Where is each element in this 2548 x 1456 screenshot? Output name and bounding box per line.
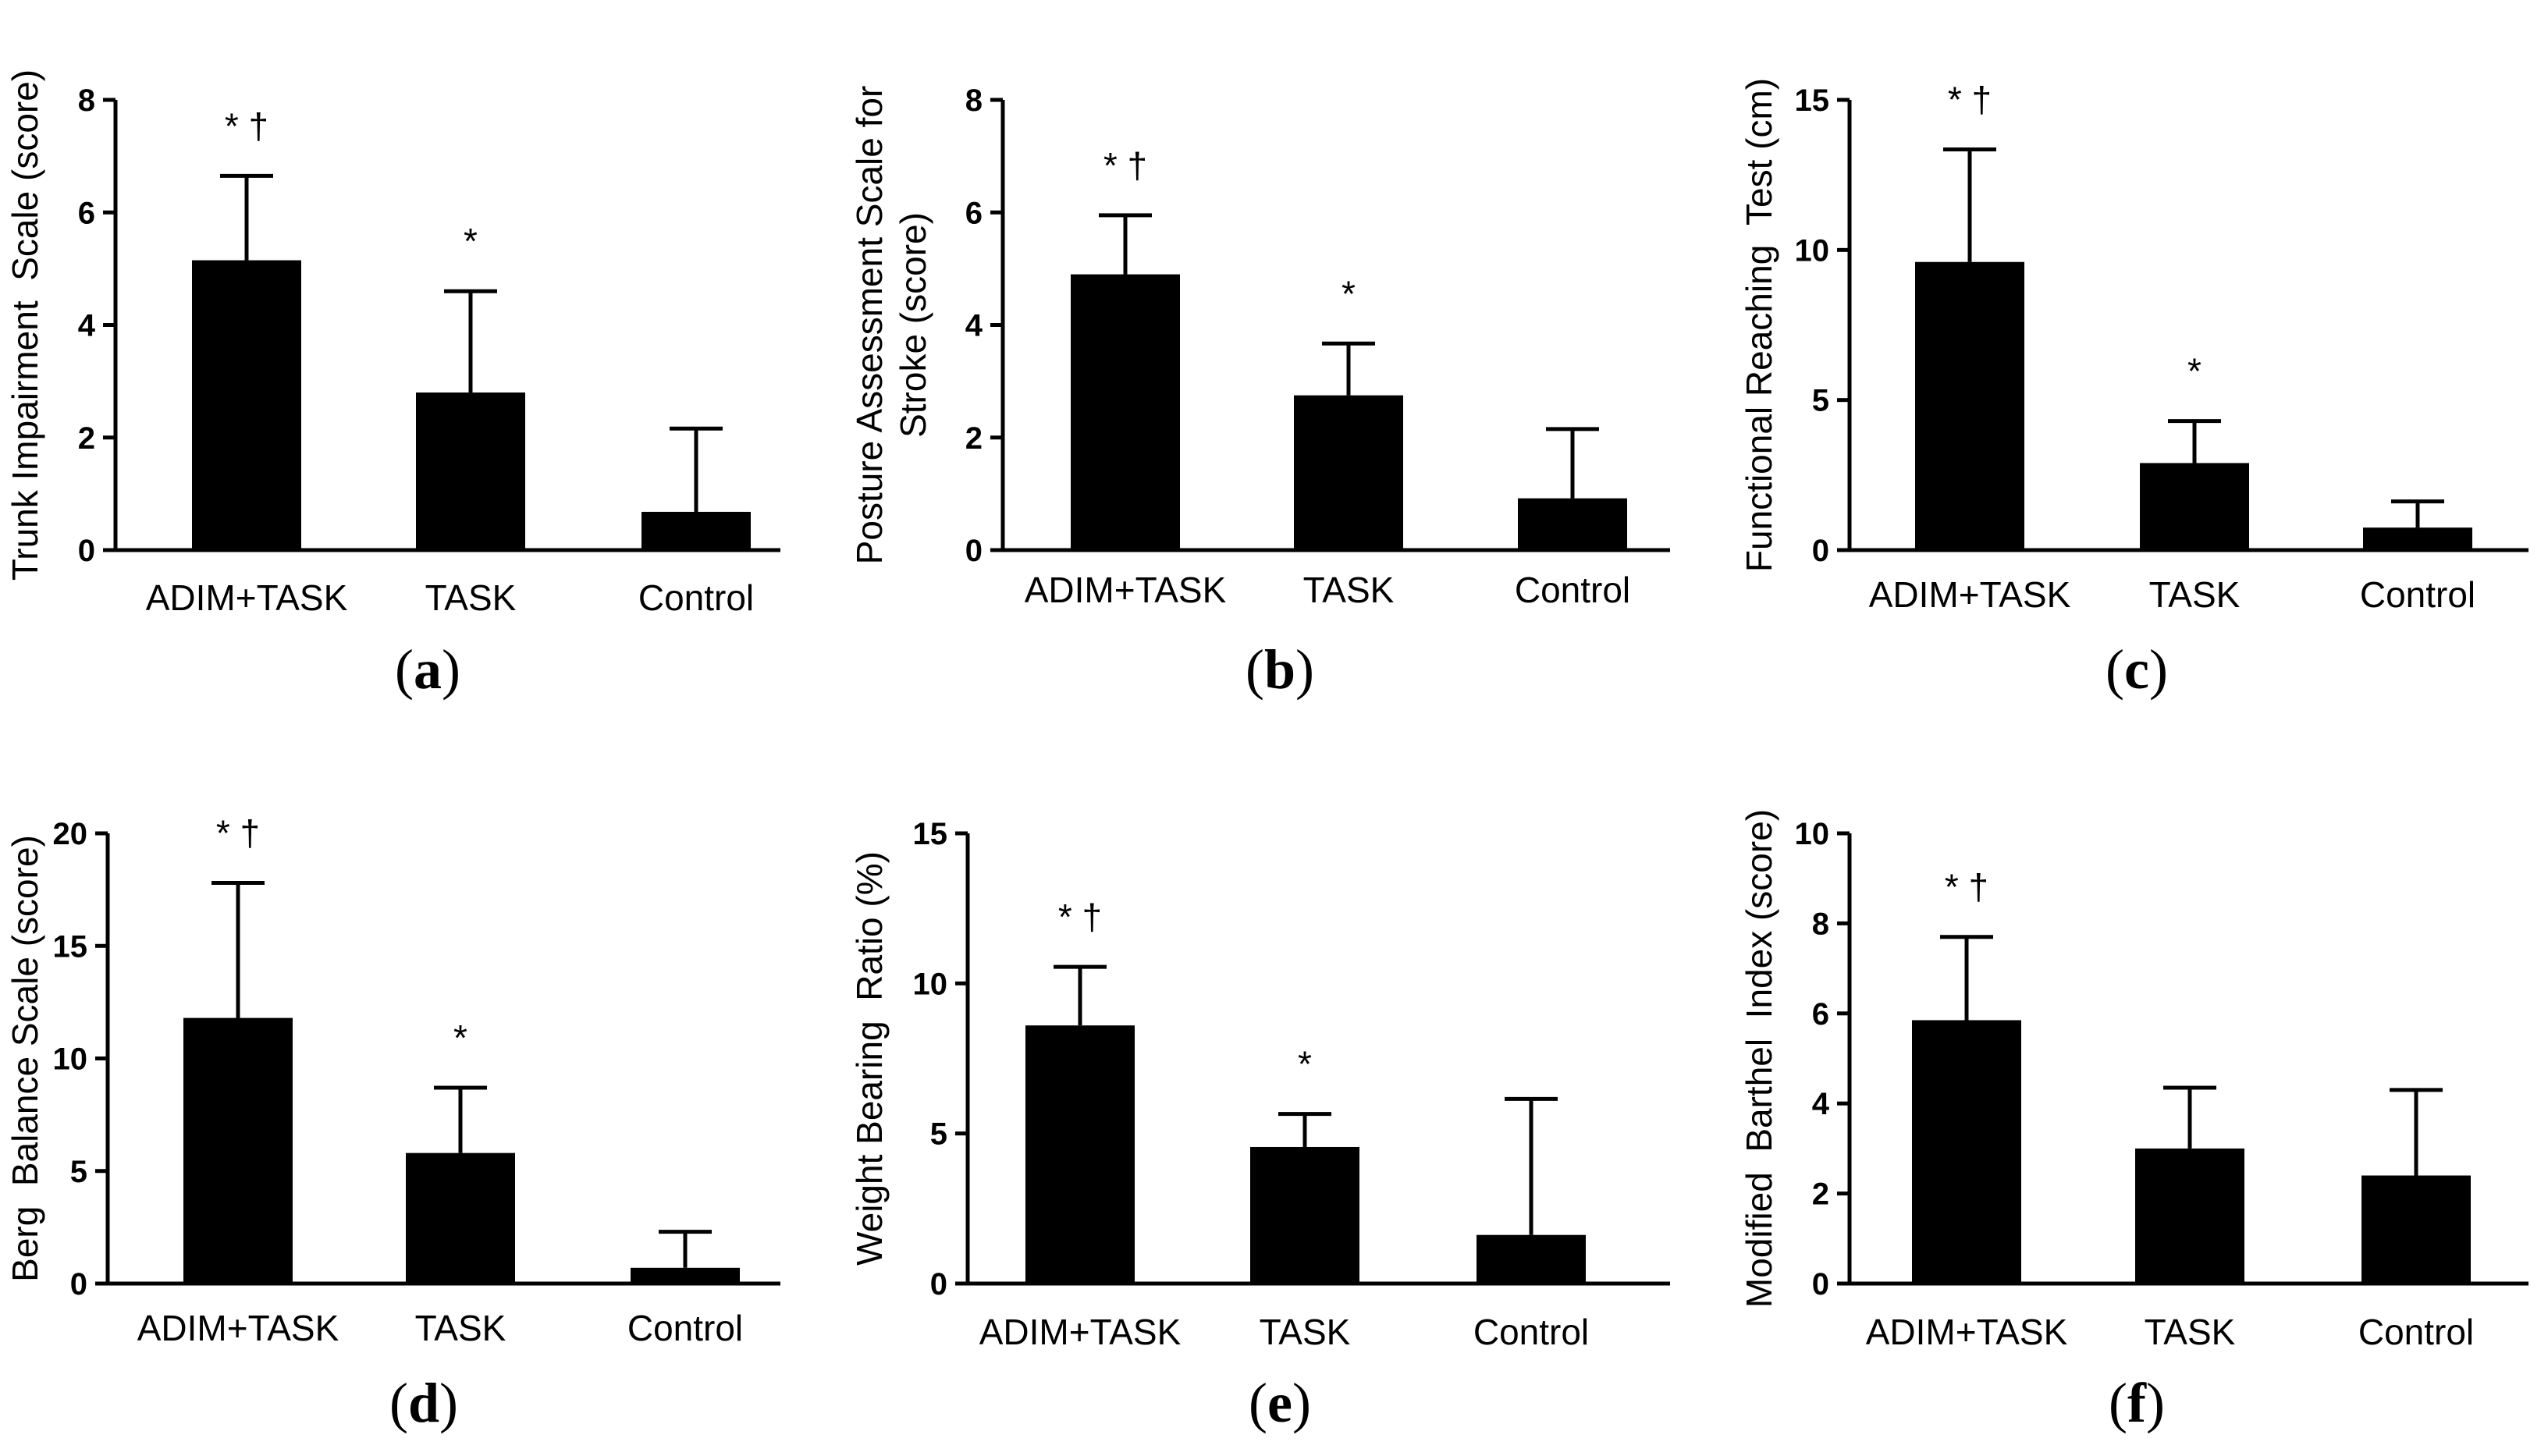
y-tick-label: 2 xyxy=(78,421,95,456)
chart-panel-f: 0 2 4 6 8 10 Modified Barthel Index (score) * †… xyxy=(1739,809,2528,1434)
y-tick-label: 2 xyxy=(965,421,983,456)
panel-label: (a) xyxy=(395,638,460,701)
bar-control xyxy=(2363,527,2472,550)
significance-marker: * xyxy=(1342,273,1356,314)
bar-task xyxy=(2135,1148,2244,1284)
x-category-label: Control xyxy=(627,1308,743,1348)
y-axis-title: Weight Bearing Ratio (%) xyxy=(849,851,890,1266)
y-axis-title: Berg Balance Scale (score) xyxy=(5,835,45,1282)
y-tick-label: 0 xyxy=(965,534,983,568)
panel-label: (c) xyxy=(2106,638,2168,701)
x-category-label: ADIM+TASK xyxy=(1025,570,1227,610)
bar-adim-task xyxy=(1025,1025,1135,1284)
significance-marker: * † xyxy=(216,812,260,853)
y-tick-label: 10 xyxy=(1795,817,1830,851)
panel-label: (b) xyxy=(1246,638,1314,701)
y-axis-title: Modified Barthel Index (score) xyxy=(1739,809,1779,1308)
y-tick-label: 6 xyxy=(965,196,983,230)
y-tick-label: 10 xyxy=(1795,233,1830,268)
y-tick-label: 8 xyxy=(1812,907,1829,941)
significance-marker: * † xyxy=(1058,897,1102,937)
significance-marker: * xyxy=(453,1017,467,1058)
bar-adim-task xyxy=(1071,274,1180,550)
bar-task xyxy=(1294,395,1403,550)
y-tick-label: 6 xyxy=(1812,997,1829,1032)
y-tick-label: 0 xyxy=(930,1267,947,1302)
x-category-label: TASK xyxy=(2149,574,2241,615)
significance-marker: * † xyxy=(225,105,268,146)
bar-control xyxy=(641,511,751,550)
panel-label: (e) xyxy=(1249,1372,1311,1434)
y-axis-title: Functional Reaching Test (cm) xyxy=(1739,78,1779,572)
y-tick-label: 10 xyxy=(913,967,948,1001)
x-category-label: Control xyxy=(2358,1312,2474,1352)
chart-panel-a: 0 2 4 6 8 Trunk Impairment Scale (score) * † AD… xyxy=(5,69,780,701)
x-category-label: TASK xyxy=(1260,1312,1351,1352)
bar-control xyxy=(1477,1234,1586,1284)
significance-marker: * † xyxy=(1948,79,1992,119)
significance-marker: * xyxy=(2187,351,2202,392)
chart-panel-b: 0 2 4 6 8 Posture Assessment Scale forStroke … xyxy=(849,83,1670,701)
y-axis-title: Posture Assessment Scale forStroke (scor… xyxy=(849,86,933,565)
bar-adim-task xyxy=(192,260,301,550)
x-category-label: ADIM+TASK xyxy=(979,1312,1182,1352)
bar-task xyxy=(1250,1146,1359,1284)
y-tick-label: 20 xyxy=(53,817,88,851)
significance-marker: * † xyxy=(1103,145,1147,186)
y-tick-label: 15 xyxy=(913,817,948,851)
bar-adim-task xyxy=(1912,1020,2021,1284)
significance-marker: * † xyxy=(1945,867,1988,907)
x-category-label: Control xyxy=(1473,1312,1589,1352)
y-tick-label: 0 xyxy=(1812,534,1829,568)
x-category-label: TASK xyxy=(425,577,517,618)
y-tick-label: 2 xyxy=(1812,1177,1829,1212)
y-axis-title: Trunk Impairment Scale (score) xyxy=(5,69,45,581)
significance-marker: * xyxy=(464,221,478,261)
y-tick-label: 0 xyxy=(70,1267,87,1302)
x-category-label: Control xyxy=(1515,570,1630,610)
y-tick-label: 8 xyxy=(78,83,95,118)
x-category-label: Control xyxy=(638,577,754,618)
y-tick-label: 0 xyxy=(78,534,95,568)
panel-label: (f) xyxy=(2109,1372,2165,1434)
y-tick-label: 8 xyxy=(965,83,983,118)
panel-label: (d) xyxy=(389,1372,458,1434)
bar-adim-task xyxy=(1915,261,2024,550)
bar-control xyxy=(2361,1175,2471,1284)
x-category-label: ADIM+TASK xyxy=(146,577,348,618)
chart-panel-e: 0 5 10 15 Weight Bearing Ratio (%) * † ADIM+TA… xyxy=(849,817,1670,1434)
x-category-label: ADIM+TASK xyxy=(1869,574,2071,615)
y-tick-label: 4 xyxy=(1812,1087,1830,1121)
y-tick-label: 6 xyxy=(78,196,95,230)
y-tick-label: 5 xyxy=(930,1117,947,1152)
x-category-label: TASK xyxy=(2145,1312,2236,1352)
significance-marker: * xyxy=(1298,1044,1312,1085)
y-tick-label: 15 xyxy=(1795,83,1830,118)
bar-adim-task xyxy=(183,1017,293,1284)
y-tick-label: 5 xyxy=(1812,384,1829,418)
chart-panel-c: 0 5 10 15 Functional Reaching Test (cm) * † AD… xyxy=(1739,78,2528,701)
bar-task xyxy=(406,1152,515,1284)
y-tick-label: 5 xyxy=(70,1155,87,1189)
bar-control xyxy=(631,1267,740,1284)
y-tick-label: 4 xyxy=(965,309,983,343)
y-tick-label: 15 xyxy=(53,929,88,964)
bar-control xyxy=(1518,498,1627,550)
bar-task xyxy=(2140,463,2249,550)
x-category-label: TASK xyxy=(415,1308,506,1348)
x-category-label: Control xyxy=(2360,574,2475,615)
x-category-label: TASK xyxy=(1303,570,1395,610)
y-tick-label: 4 xyxy=(78,309,96,343)
x-category-label: ADIM+TASK xyxy=(1866,1312,2068,1352)
x-category-label: ADIM+TASK xyxy=(137,1308,339,1348)
y-tick-label: 10 xyxy=(53,1042,88,1077)
y-tick-label: 0 xyxy=(1812,1267,1829,1302)
bar-task xyxy=(416,392,525,550)
